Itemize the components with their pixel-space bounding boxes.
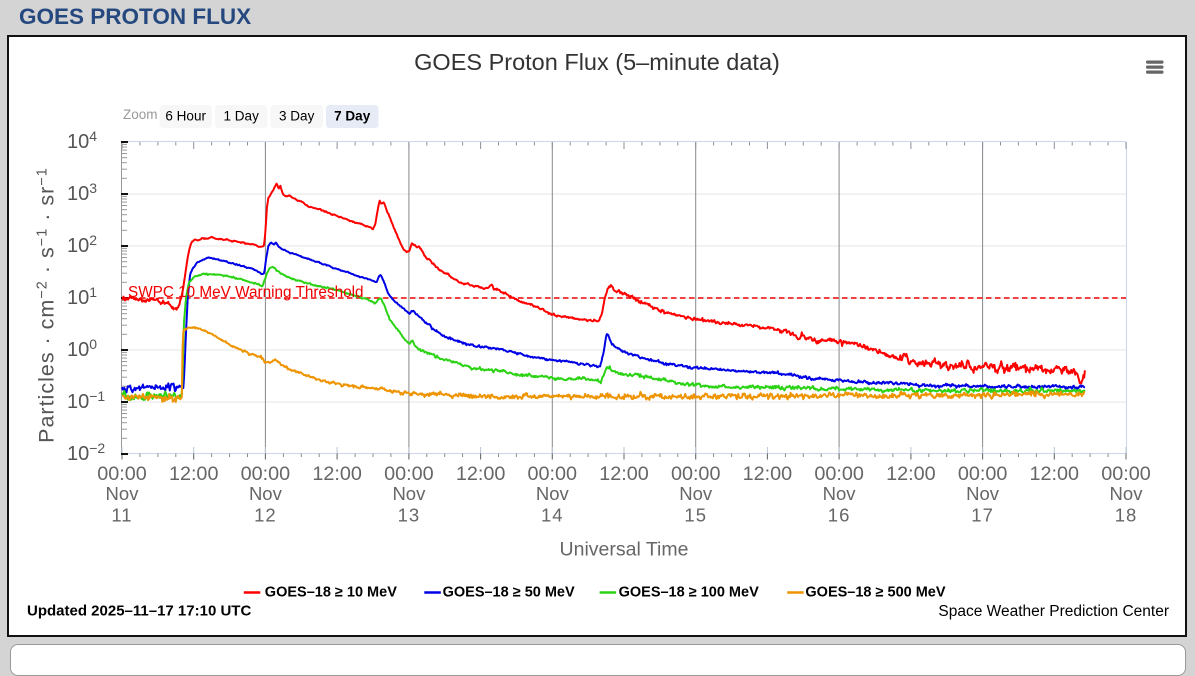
svg-text:103: 103 (67, 180, 97, 205)
svg-text:101: 101 (67, 284, 97, 309)
svg-text:100: 100 (67, 336, 97, 361)
svg-text:12:00: 12:00 (312, 463, 362, 485)
svg-text:Particles · cm−2 · s−1 · sr−1: Particles · cm−2 · s−1 · sr−1 (35, 167, 59, 443)
svg-text:GOES Proton Flux (5–minute dat: GOES Proton Flux (5–minute data) (414, 49, 780, 75)
svg-text:Nov: Nov (392, 483, 426, 504)
svg-text:00:00: 00:00 (384, 463, 434, 485)
svg-text:Nov: Nov (249, 483, 283, 504)
svg-text:Nov: Nov (106, 483, 140, 504)
svg-text:00:00: 00:00 (241, 463, 291, 485)
svg-text:12: 12 (254, 505, 277, 526)
svg-text:SWPC 10 MeV Warning Threshold: SWPC 10 MeV Warning Threshold (128, 284, 364, 301)
svg-text:12:00: 12:00 (743, 463, 793, 485)
svg-text:Zoom: Zoom (123, 107, 158, 122)
svg-text:00:00: 00:00 (814, 463, 864, 485)
svg-text:104: 104 (67, 128, 97, 153)
svg-text:11: 11 (111, 505, 132, 526)
svg-text:00:00: 00:00 (1101, 463, 1151, 485)
svg-text:Nov: Nov (1110, 483, 1144, 504)
svg-text:Nov: Nov (966, 483, 1000, 504)
svg-text:00:00: 00:00 (528, 463, 578, 485)
svg-text:13: 13 (398, 505, 421, 526)
svg-text:12:00: 12:00 (599, 463, 649, 485)
svg-text:Nov: Nov (823, 483, 857, 504)
svg-text:10−1: 10−1 (67, 388, 105, 413)
svg-text:Nov: Nov (679, 483, 713, 504)
svg-text:7 Day: 7 Day (334, 109, 371, 124)
svg-text:102: 102 (67, 232, 97, 257)
svg-text:Universal Time: Universal Time (560, 539, 689, 561)
svg-text:12:00: 12:00 (456, 463, 506, 485)
svg-text:10−2: 10−2 (67, 440, 105, 465)
svg-text:GOES–18 ≥ 500 MeV: GOES–18 ≥ 500 MeV (805, 585, 945, 601)
svg-text:Nov: Nov (536, 483, 570, 504)
svg-text:00:00: 00:00 (958, 463, 1008, 485)
svg-text:12:00: 12:00 (169, 463, 219, 485)
svg-text:6 Hour: 6 Hour (165, 109, 206, 124)
svg-text:Updated 2025–11–17 17:10 UTC: Updated 2025–11–17 17:10 UTC (27, 603, 251, 620)
svg-text:3 Day: 3 Day (279, 109, 315, 124)
svg-text:16: 16 (828, 505, 851, 526)
svg-text:12:00: 12:00 (886, 463, 936, 485)
svg-text:GOES–18 ≥ 10 MeV: GOES–18 ≥ 10 MeV (265, 585, 397, 601)
svg-text:1 Day: 1 Day (224, 109, 260, 124)
svg-text:00:00: 00:00 (97, 463, 147, 485)
svg-text:17: 17 (971, 505, 994, 526)
svg-text:00:00: 00:00 (671, 463, 721, 485)
svg-text:12:00: 12:00 (1030, 463, 1080, 485)
svg-text:GOES–18 ≥ 100 MeV: GOES–18 ≥ 100 MeV (619, 585, 759, 601)
svg-text:14: 14 (541, 505, 564, 526)
svg-text:GOES–18 ≥ 50 MeV: GOES–18 ≥ 50 MeV (443, 585, 575, 601)
svg-text:18: 18 (1115, 505, 1138, 526)
svg-text:15: 15 (684, 505, 707, 526)
svg-text:Space Weather Prediction Cente: Space Weather Prediction Center (938, 603, 1169, 620)
